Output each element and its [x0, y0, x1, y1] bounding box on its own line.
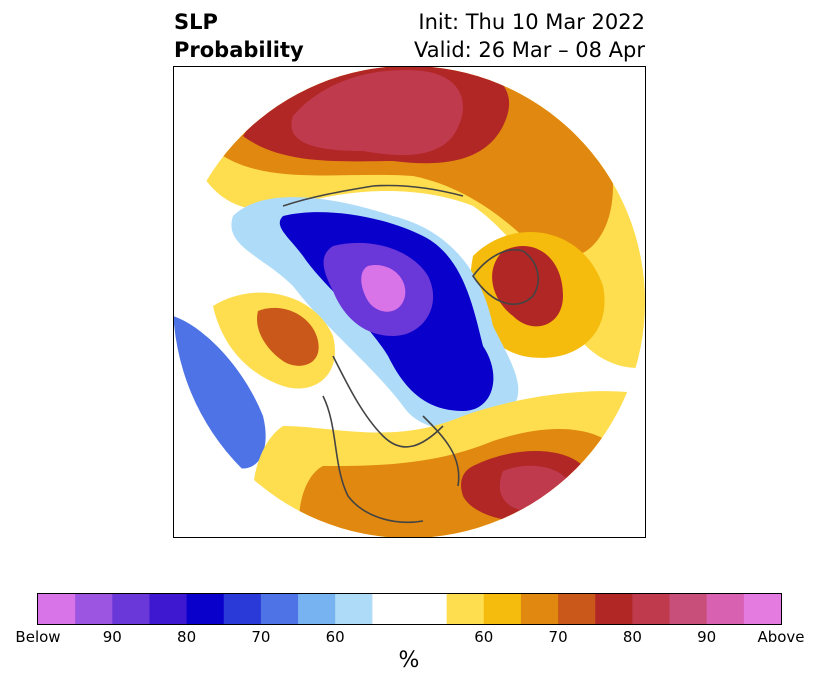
map-fields	[173, 66, 645, 538]
colorbar-swatch	[743, 594, 782, 624]
title-product: Probability	[174, 38, 304, 62]
colorbar-swatch	[372, 594, 410, 624]
map-frame	[173, 66, 646, 538]
colorbar-tick-label: 90	[697, 628, 717, 646]
probability-map	[173, 66, 646, 538]
colorbar-swatch	[558, 594, 596, 624]
title-left: SLP Probability	[174, 8, 304, 64]
colorbar-tick-label: 80	[177, 628, 197, 646]
colorbar-tick-label: 90	[102, 628, 122, 646]
anomaly-above-eurasia-90	[291, 70, 463, 156]
colorbar-swatch	[186, 594, 225, 624]
colorbar-swatch	[706, 594, 745, 624]
colorbar-tick-label: 60	[474, 628, 494, 646]
init-date: Init: Thu 10 Mar 2022	[418, 10, 645, 34]
colorbar-tick-label: Above	[757, 628, 805, 646]
colorbar-swatch	[298, 594, 336, 624]
colorbar-units: %	[398, 648, 420, 673]
colorbar-swatch	[595, 594, 633, 624]
colorbar-swatch	[335, 594, 373, 624]
title-variable: SLP	[174, 10, 218, 34]
colorbar-frame	[37, 593, 782, 625]
anomaly-above-atlantic-80	[492, 246, 563, 327]
title-right: Init: Thu 10 Mar 2022 Valid: 26 Mar – 08…	[414, 8, 645, 64]
anomaly-above-pacific-70	[257, 307, 319, 366]
colorbar-swatch	[409, 594, 448, 624]
colorbar-swatch	[446, 594, 485, 624]
colorbar-swatch	[149, 594, 188, 624]
colorbar-swatch	[483, 594, 522, 624]
colorbar-swatch	[75, 594, 113, 624]
colorbar-swatch	[260, 594, 299, 624]
colorbar-swatch	[38, 594, 76, 624]
colorbar-tick-label: 60	[325, 628, 345, 646]
colorbar-tick-label: 70	[251, 628, 271, 646]
anomaly-above-namerica-90	[499, 465, 569, 511]
colorbar	[37, 593, 782, 625]
colorbar-swatch	[223, 594, 262, 624]
colorbar-tick-label: 70	[548, 628, 568, 646]
colorbar-swatch	[520, 594, 559, 624]
colorbar-swatch	[112, 594, 150, 624]
colorbar-tick-label: Below	[15, 628, 61, 646]
colorbar-swatch	[669, 594, 708, 624]
valid-range: Valid: 26 Mar – 08 Apr	[414, 38, 645, 62]
anomaly-below-arctic-core	[361, 265, 406, 312]
anomaly-below-pacific	[173, 316, 266, 469]
colorbar-swatch	[632, 594, 671, 624]
colorbar-tick-label: 80	[622, 628, 642, 646]
coastlines	[282, 184, 539, 524]
